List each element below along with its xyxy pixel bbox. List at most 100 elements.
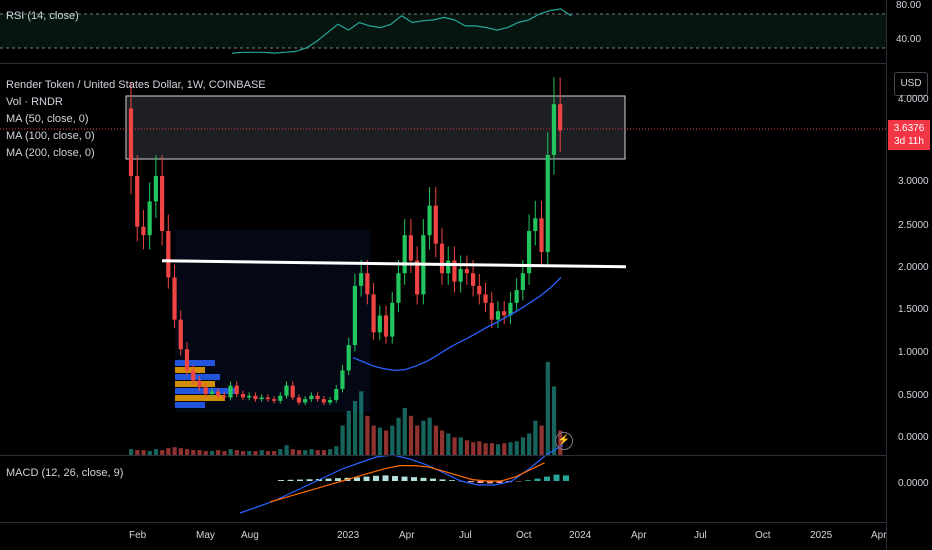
macd-histogram-bar <box>411 477 417 481</box>
pane-divider[interactable] <box>0 455 886 456</box>
candle-body <box>545 154 550 253</box>
last-price: 3.6376 <box>893 123 925 134</box>
volume-bar <box>160 450 165 455</box>
time-label: Feb <box>129 530 147 541</box>
volume-bar <box>402 407 407 455</box>
candle-body <box>489 302 494 320</box>
candle-body <box>539 218 544 253</box>
candle-body <box>259 397 264 400</box>
candle-body <box>551 104 557 155</box>
macd-signal-line <box>269 462 545 503</box>
rsi-band <box>0 14 886 48</box>
candle-body <box>371 294 376 333</box>
candle-body <box>508 302 513 316</box>
candle-body <box>471 273 476 286</box>
symbol-title[interactable]: Render Token / United States Dollar, 1W,… <box>6 79 266 91</box>
candle-body <box>271 399 277 401</box>
candle-body <box>203 387 208 395</box>
candle-body <box>352 285 358 346</box>
volume-bar <box>340 425 345 455</box>
candle-body <box>390 302 395 337</box>
volume-bar <box>172 447 177 455</box>
candle-body <box>359 273 364 286</box>
volume-bar <box>203 451 208 455</box>
volume-bar <box>359 391 364 455</box>
price-tick: 0.0000 <box>898 432 929 443</box>
volume-bar <box>166 448 171 455</box>
volume-bar <box>247 451 252 455</box>
indicator-ma-200[interactable]: MA (200, close, 0) <box>6 147 95 159</box>
indicator-ma-100[interactable]: MA (100, close, 0) <box>6 130 95 142</box>
volume-bar <box>346 410 351 455</box>
candle-body <box>520 273 525 291</box>
rsi-legend[interactable]: RSI (14, close) <box>6 10 79 22</box>
volume-bar <box>508 442 513 455</box>
macd-histogram-bar <box>449 480 455 481</box>
time-label: 2025 <box>810 530 833 541</box>
volume-bar <box>527 433 532 455</box>
pane-divider[interactable] <box>0 63 886 64</box>
macd-histogram-bar <box>477 481 484 483</box>
indicator-ma-50[interactable]: MA (50, close, 0) <box>6 113 89 125</box>
volume-bar <box>551 386 557 455</box>
volume-bar <box>209 451 215 455</box>
macd-histogram-bar <box>363 476 370 481</box>
indicator-volume[interactable]: Vol · RNDR <box>6 96 63 108</box>
volume-bar <box>240 451 246 455</box>
macd-line <box>239 444 564 514</box>
time-label: Oct <box>755 530 771 541</box>
candle-body <box>253 395 258 400</box>
volume-profile-bar <box>175 395 225 401</box>
volume-bar <box>284 445 289 455</box>
volume-bar <box>278 449 283 455</box>
macd-histogram-bar <box>392 476 398 481</box>
candle-body <box>383 315 389 337</box>
candle-body <box>365 273 370 295</box>
candle-body <box>228 385 233 398</box>
volume-bar <box>216 450 221 455</box>
time-label: Aug <box>241 530 259 541</box>
candle-body <box>433 205 438 244</box>
ma-line <box>352 277 562 372</box>
macd-histogram-bar <box>354 477 360 481</box>
candle-body <box>340 370 345 389</box>
volume-bar <box>135 450 140 455</box>
volume-profile-bar <box>175 381 215 387</box>
candle-body <box>234 385 239 395</box>
volume-bar <box>377 427 382 455</box>
time-label: Oct <box>516 530 532 541</box>
volume-bar <box>222 451 227 455</box>
candle-body <box>160 176 165 231</box>
candle-body <box>296 397 302 403</box>
volume-bar <box>489 443 494 455</box>
candle-body <box>514 290 519 303</box>
candle-body <box>191 370 196 381</box>
candle-body <box>278 395 283 401</box>
candle-body <box>184 349 190 371</box>
macd-legend[interactable]: MACD (12, 26, close, 9) <box>6 467 124 479</box>
candle-body <box>446 260 451 274</box>
volume-bar <box>483 443 488 455</box>
macd-histogram-bar <box>287 479 294 481</box>
bar-countdown: 3d 11h <box>894 136 924 147</box>
rsi-level-80: 80.00 <box>896 0 922 11</box>
rsi-line <box>231 8 572 54</box>
candle-body <box>290 385 295 398</box>
price-tick: 3.0000 <box>898 176 929 187</box>
macd-histogram-bar <box>487 481 493 484</box>
candle-body <box>408 235 413 261</box>
volume-bar <box>191 450 196 455</box>
time-label: 2024 <box>569 530 592 541</box>
candle-body <box>141 226 146 236</box>
volume-bar <box>321 450 327 455</box>
currency-button[interactable]: USD <box>894 72 928 96</box>
volume-bar <box>514 441 519 455</box>
volume-bar <box>520 437 526 455</box>
volume-bar <box>464 440 470 455</box>
time-label: Apr <box>631 530 647 541</box>
volume-bar <box>477 441 482 455</box>
lightning-icon[interactable]: ⚡ <box>555 432 573 450</box>
volume-bar <box>433 425 438 455</box>
